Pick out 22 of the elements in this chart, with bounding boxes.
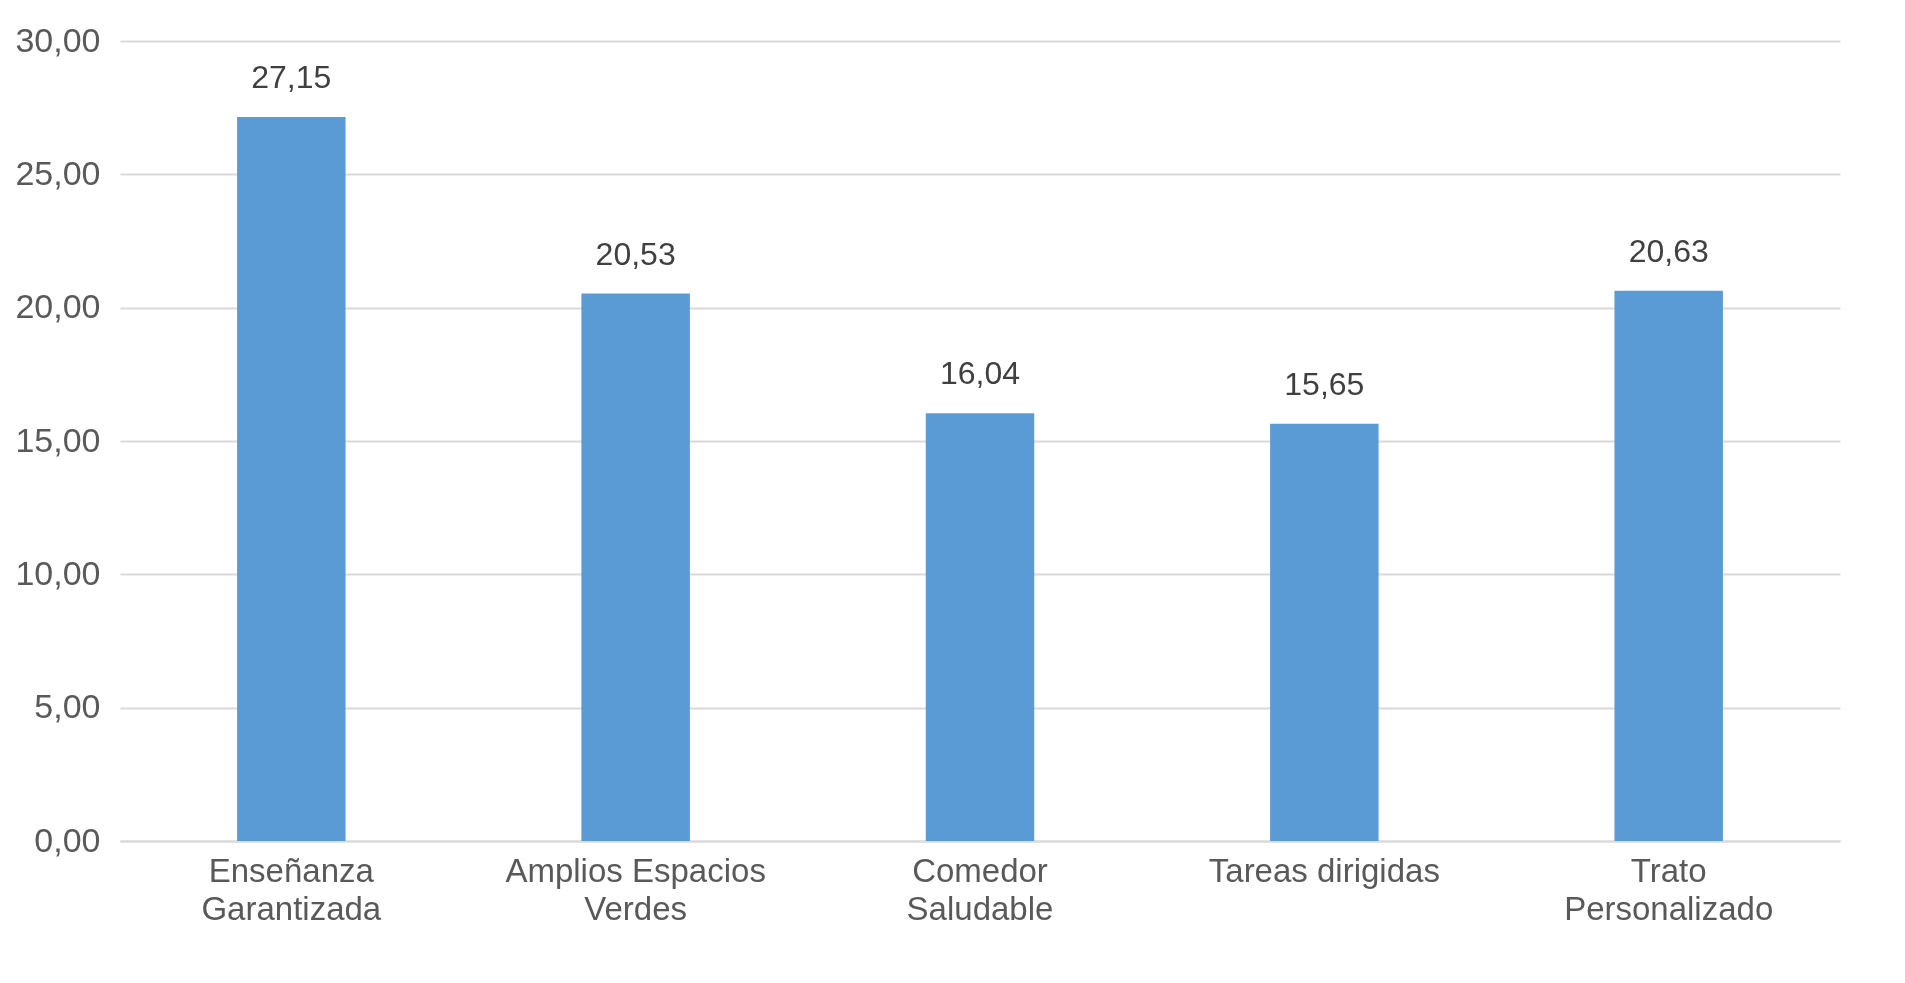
x-tick-label: Trato Personalizado [1564, 851, 1774, 927]
data-label: 16,04 [939, 355, 1021, 392]
bar [1270, 423, 1379, 841]
data-label: 20,53 [595, 235, 676, 272]
y-tick-label: 10,00 [15, 553, 101, 592]
bar [581, 293, 690, 841]
data-label: 15,65 [1284, 365, 1365, 402]
x-tick-label: Tareas dirigidas [1208, 851, 1440, 889]
x-tick-label: Amplios Espacios Verdes [505, 851, 766, 927]
y-tick-label: 0,00 [34, 820, 101, 859]
y-tick-label: 25,00 [15, 153, 101, 192]
x-tick-label: Comedor Saludable [906, 851, 1054, 927]
y-tick-label: 5,00 [34, 687, 101, 726]
x-tick-label: Enseñanza Garantizada [201, 851, 382, 927]
data-label: 20,63 [1628, 232, 1709, 269]
bar [925, 413, 1035, 841]
bar [237, 117, 346, 841]
bar [1614, 290, 1723, 841]
y-tick-label: 20,00 [15, 287, 101, 326]
y-tick-label: 15,00 [15, 420, 101, 459]
data-label: 27,15 [251, 59, 332, 95]
y-tick-label: 30,00 [15, 20, 101, 59]
